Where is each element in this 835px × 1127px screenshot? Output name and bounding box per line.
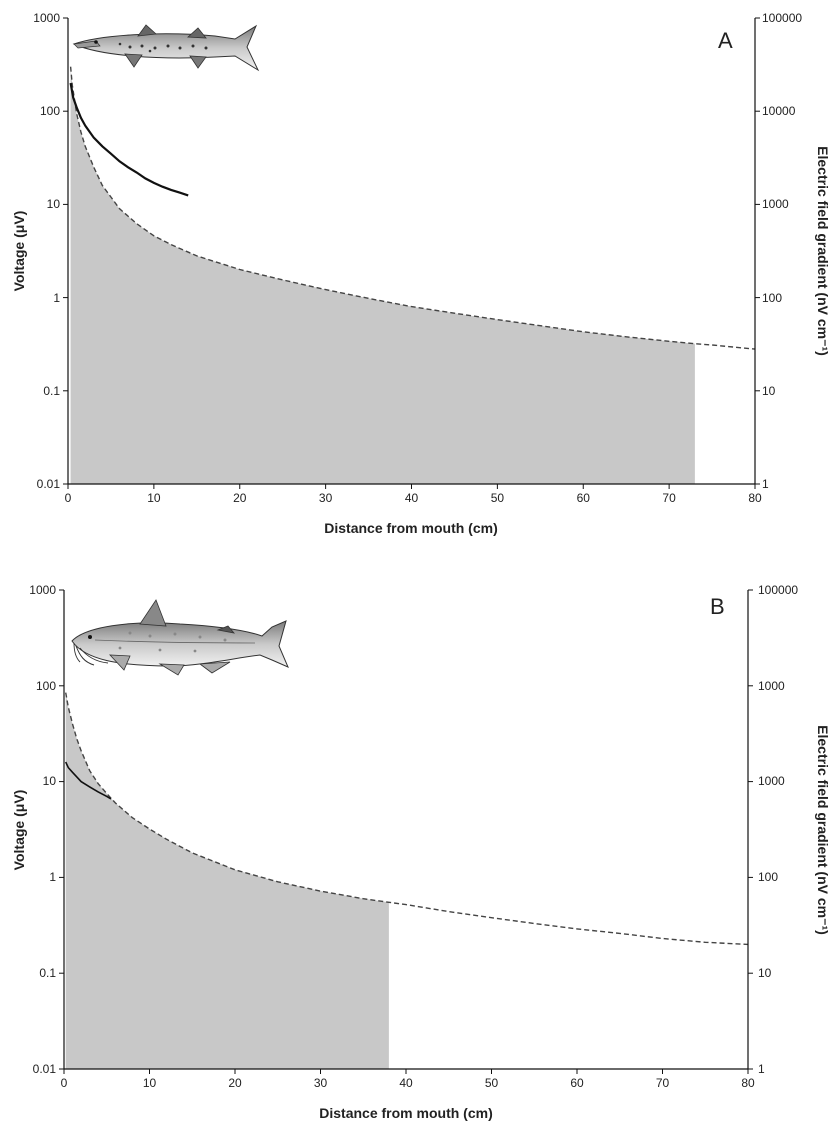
y-tick-labels: 0.01 0.1 1 10 100 1000 (33, 11, 60, 491)
y-axis-title: Voltage (μV) (11, 790, 27, 871)
shaded-area (70, 66, 695, 484)
panel-a: 0.01 0.1 1 10 100 1000 1 10 100 1000 100… (11, 11, 831, 536)
y2-axis-title: Electric field gradient (nV cm⁻¹) (815, 146, 831, 356)
x-tick-label: 10 (147, 491, 161, 505)
y2-tick-labels: 1 10 100 1000 10000 100000 (762, 11, 802, 491)
x-tick-label: 70 (662, 491, 676, 505)
x-tick-label: 0 (65, 491, 72, 505)
y2-tick-label: 1000 (758, 774, 785, 788)
y-axis-title: Voltage (μV) (11, 211, 27, 292)
y2-tick-labels: 1 10 100 1000 1000 100000 (758, 583, 798, 1076)
x-tick-label: 30 (319, 491, 333, 505)
y-tick-label: 10 (47, 197, 61, 211)
x-tick-label: 50 (485, 1076, 499, 1090)
shaded-area (65, 692, 389, 1069)
x-tick-label: 20 (233, 491, 247, 505)
x-tick-label: 40 (405, 491, 419, 505)
y-tick-label: 0.01 (37, 477, 61, 491)
x-tick-label: 50 (491, 491, 505, 505)
y-tick-label: 0.01 (33, 1062, 57, 1076)
y-tick-label: 1000 (29, 583, 56, 597)
panel-b: 0.01 0.1 1 10 100 1000 1 10 100 1000 100… (11, 583, 831, 1121)
x-tick-label: 60 (570, 1076, 584, 1090)
catfish-illustration (71, 599, 289, 676)
tick-marks (63, 17, 760, 489)
x-tick-label: 10 (143, 1076, 157, 1090)
y-tick-label: 0.1 (43, 384, 60, 398)
y2-tick-label: 100 (758, 870, 778, 884)
y-tick-label: 1000 (33, 11, 60, 25)
panel-label: B (710, 594, 725, 619)
y-tick-label: 100 (36, 679, 56, 693)
y-tick-label: 100 (40, 104, 60, 118)
tick-marks (59, 589, 753, 1074)
x-axis-title: Distance from mouth (cm) (324, 520, 497, 536)
x-tick-labels: 0 10 20 30 40 50 60 70 80 (65, 491, 762, 505)
y2-axis-title: Electric field gradient (nV cm⁻¹) (815, 725, 831, 935)
x-tick-label: 40 (399, 1076, 413, 1090)
y-tick-label: 10 (43, 774, 57, 788)
y2-tick-label: 10 (762, 384, 776, 398)
y2-tick-label: 1 (762, 477, 769, 491)
barracuda-illustration (72, 24, 260, 72)
solid-series-line (64, 761, 112, 800)
x-tick-label: 0 (61, 1076, 68, 1090)
dashed-series-line (69, 66, 756, 350)
y-tick-labels: 0.01 0.1 1 10 100 1000 (29, 583, 56, 1076)
y2-tick-label: 100000 (758, 583, 798, 597)
x-tick-label: 20 (228, 1076, 242, 1090)
solid-series-line (69, 82, 189, 197)
x-tick-label: 70 (656, 1076, 670, 1090)
y2-tick-label: 1000 (758, 679, 785, 693)
x-tick-label: 80 (748, 491, 762, 505)
y2-tick-label: 10000 (762, 104, 796, 118)
y-tick-label: 1 (53, 291, 60, 305)
y2-tick-label: 10 (758, 966, 772, 980)
dashed-series-line (65, 692, 749, 946)
y2-tick-label: 1000 (762, 197, 789, 211)
x-tick-label: 30 (314, 1076, 328, 1090)
y-tick-label: 1 (49, 870, 56, 884)
x-tick-label: 60 (577, 491, 591, 505)
panel-label: A (718, 28, 733, 53)
y2-tick-label: 1 (758, 1062, 765, 1076)
y2-tick-label: 100 (762, 291, 782, 305)
y2-tick-label: 100000 (762, 11, 802, 25)
x-axis-title: Distance from mouth (cm) (319, 1105, 492, 1121)
y-tick-label: 0.1 (39, 966, 56, 980)
x-tick-label: 80 (741, 1076, 755, 1090)
x-tick-labels: 0 10 20 30 40 50 60 70 80 (61, 1076, 755, 1090)
